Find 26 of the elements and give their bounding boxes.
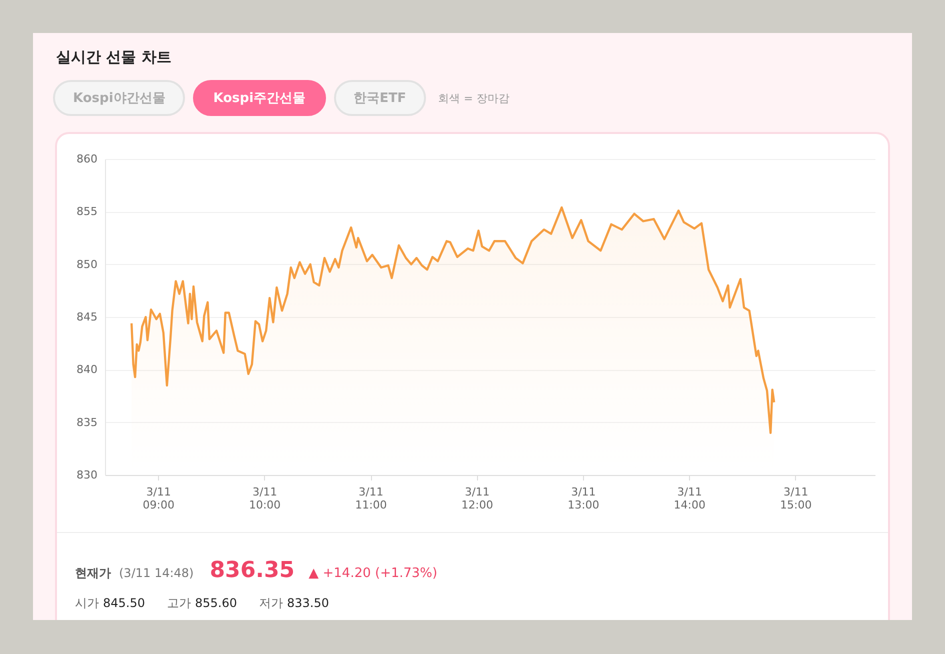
text: 시가 845.50 — [75, 595, 145, 612]
text: 저가 833.50 — [259, 595, 329, 612]
x-tick-label: 3/11 10:00 — [248, 486, 281, 512]
x-tick-label: 3/11 13:00 — [568, 486, 600, 512]
x-tick-label: 3/11 14:00 — [674, 486, 706, 512]
x-tick-label: 3/11 11:00 — [355, 486, 387, 512]
text: 한국ETF — [334, 80, 426, 116]
y-tick-label: 850 — [76, 258, 98, 271]
x-tick-label: 3/11 15:00 — [780, 486, 812, 512]
y-tick-label: 835 — [76, 416, 98, 429]
text: 고가 855.60 — [167, 595, 237, 612]
y-tick-label: 860 — [76, 152, 98, 166]
text: ▲ +14.20 (+1.73%) — [308, 566, 438, 581]
y-tick-label: 845 — [76, 310, 98, 324]
x-tick-label: 3/11 12:00 — [461, 486, 494, 512]
x-tick-label: 3/11 09:00 — [142, 486, 174, 512]
y-tick-label: 855 — [76, 205, 98, 218]
y-tick-label: 840 — [76, 363, 98, 376]
text: 회색 = 장마감 — [438, 90, 510, 106]
text: Kospi주간선물 — [193, 80, 326, 116]
y-tick-label: 830 — [76, 468, 98, 482]
text: 836.35 — [210, 558, 295, 583]
text: (3/11 14:48) — [119, 566, 194, 580]
text: Kospi야간선물 — [53, 80, 186, 116]
text: 현재가 — [75, 565, 111, 582]
chart-title: 실시간 선물 차트 — [56, 48, 172, 67]
